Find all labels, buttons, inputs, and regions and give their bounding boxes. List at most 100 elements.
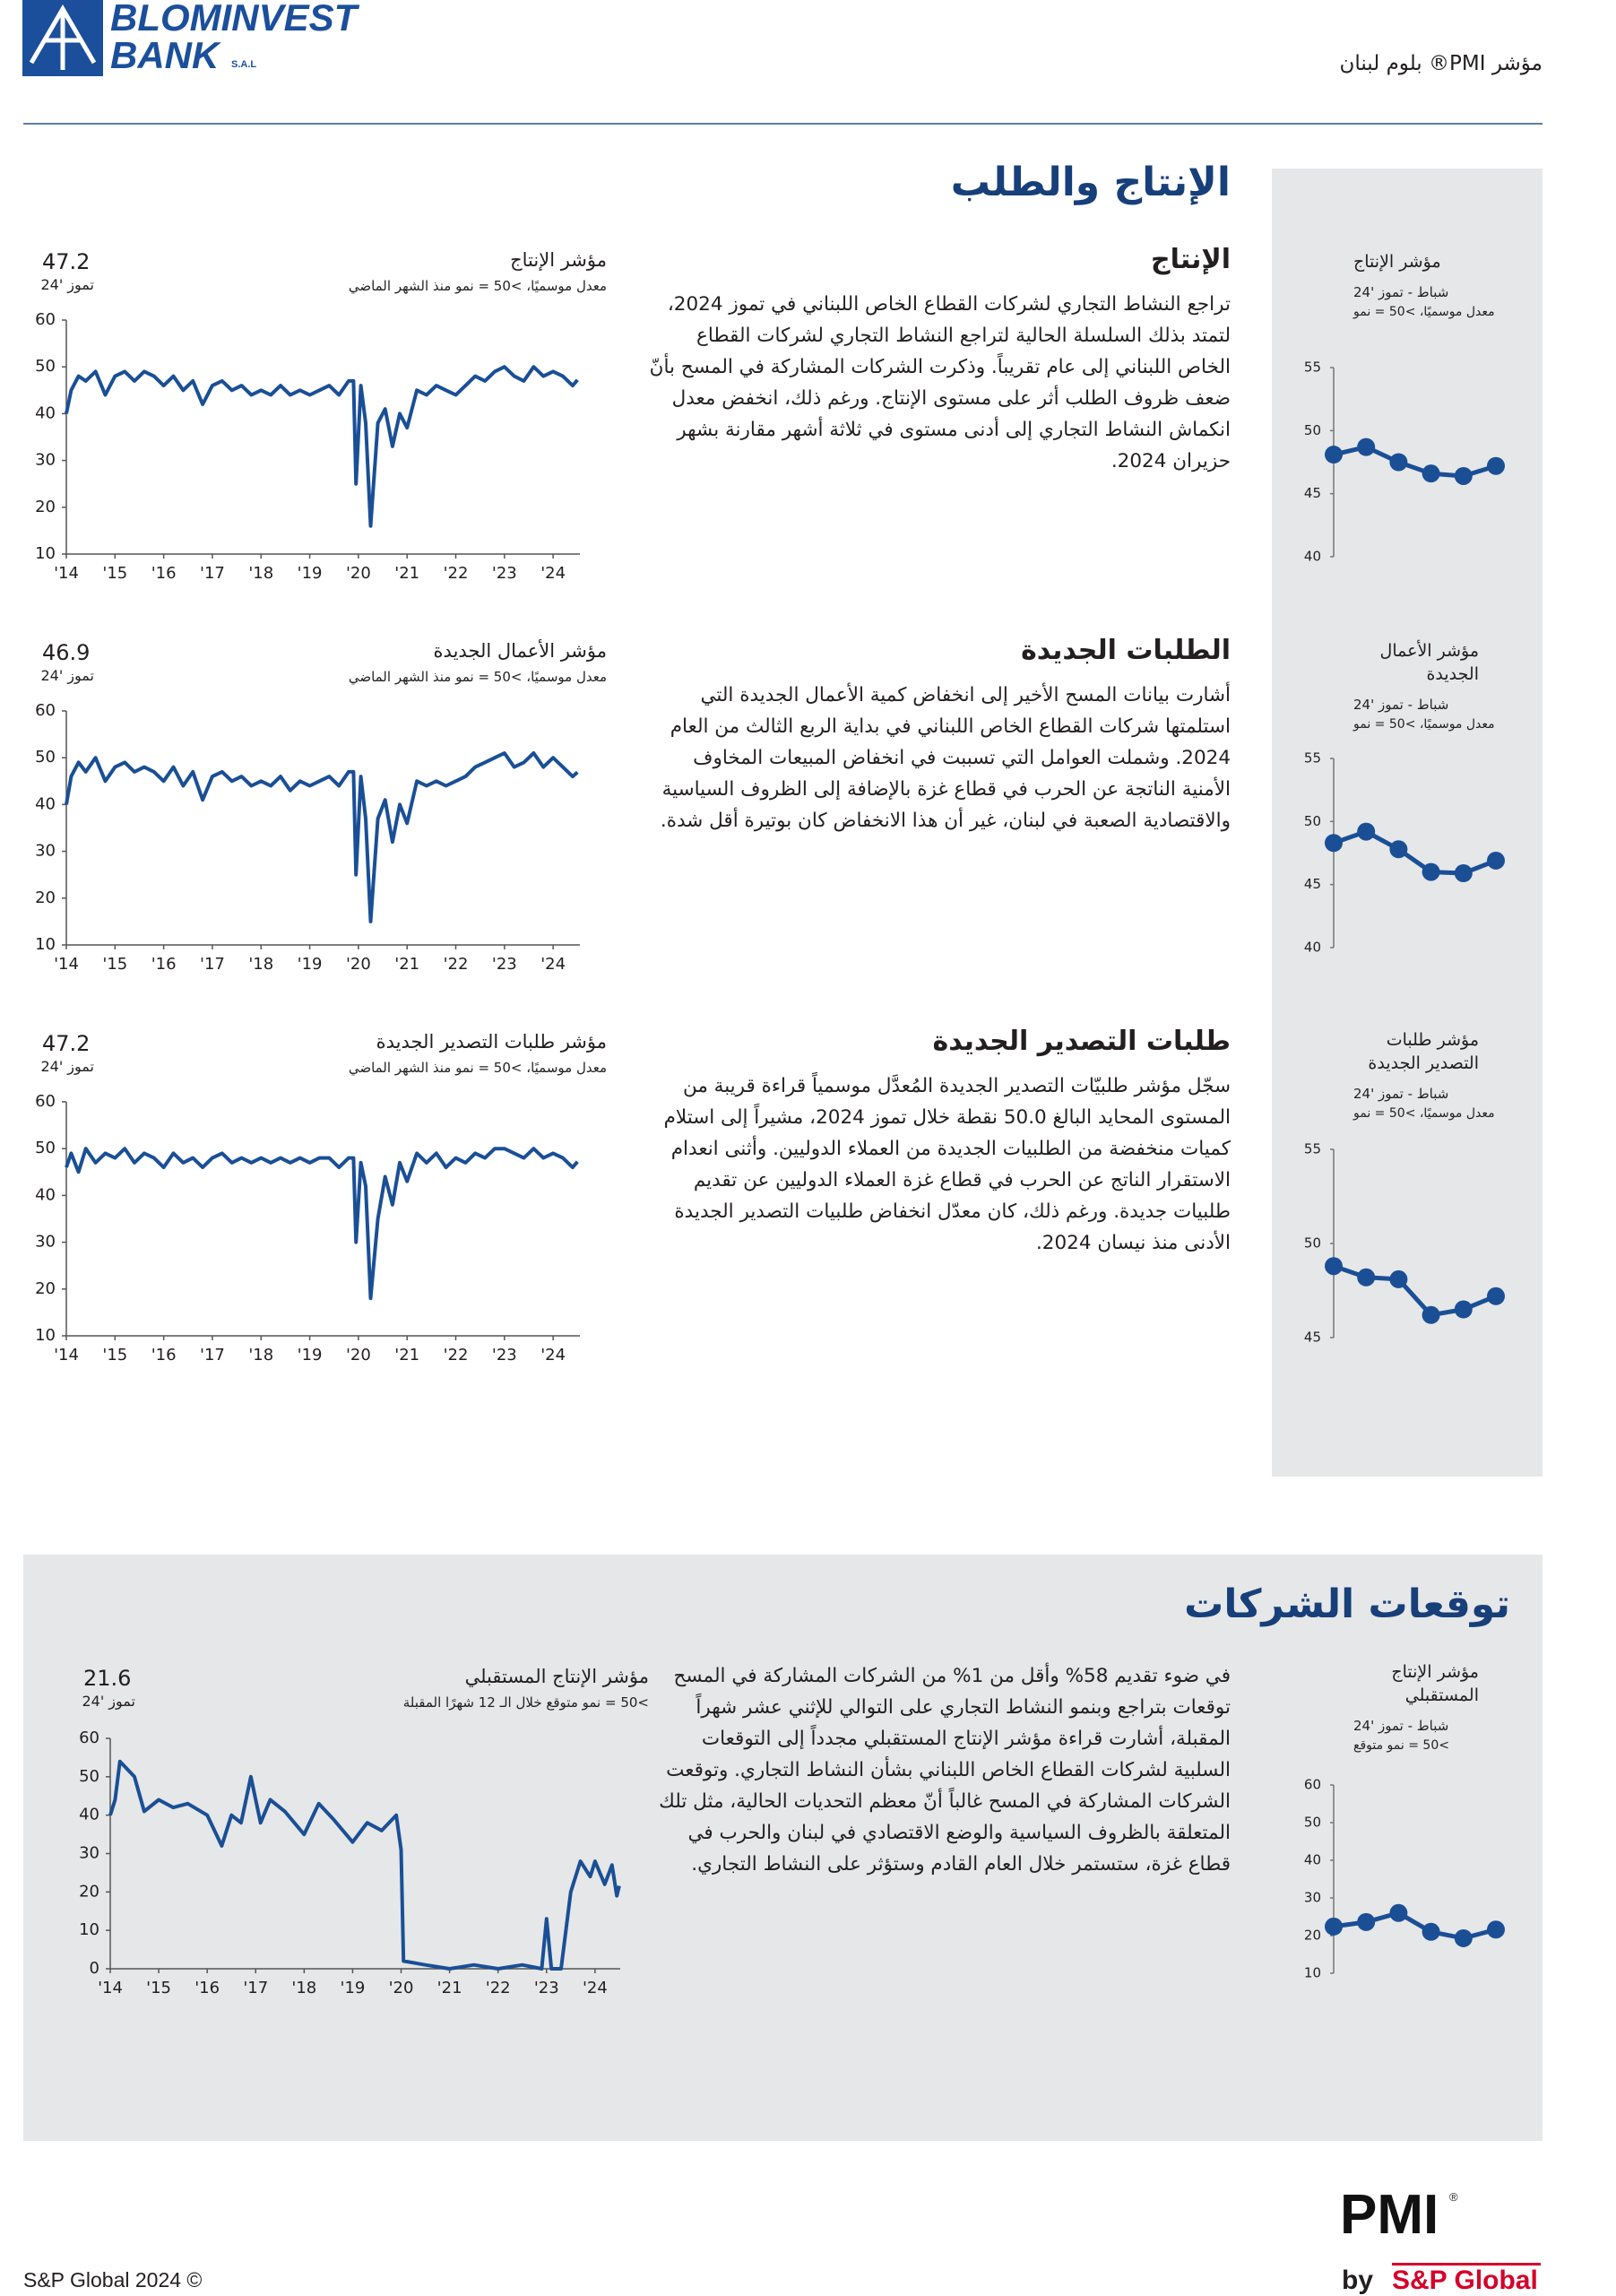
y-tick-label: 30 [1304, 1890, 1321, 1906]
x-tick-label: '17 [200, 1346, 225, 1365]
x-tick-label: '17 [200, 955, 225, 974]
outlook-panel [23, 1555, 1543, 2141]
y-tick-label: 20 [35, 498, 56, 516]
x-tick-label: '14 [54, 1346, 79, 1365]
mini-period: شباط - تموز '24 [1353, 1718, 1449, 1734]
mini-subtitle: معدل موسميًا، >50 = نمو [1353, 305, 1495, 319]
point [1357, 1912, 1376, 1931]
x-tick-label: '15 [102, 955, 127, 974]
x-tick-label: '14 [54, 955, 79, 974]
x-tick-label: '14 [98, 1979, 123, 1997]
y-tick-label: 50 [35, 1139, 56, 1157]
y-tick-label: 10 [35, 935, 56, 954]
panel-heading: طلبات التصدير الجديدة [932, 1026, 1231, 1057]
x-tick-label: '24 [540, 564, 566, 583]
y-tick-label: 50 [1304, 1235, 1321, 1252]
y-tick-label: 55 [1304, 750, 1321, 767]
chart-title: مؤشر الأعمال الجديدة [433, 640, 607, 662]
x-tick-label: '23 [492, 564, 517, 583]
x-tick-label: '23 [492, 955, 517, 974]
y-tick-label: 10 [1304, 1965, 1321, 1981]
headline-period: تموز '24 [40, 667, 94, 684]
panel-text: تراجع النشاط التجاري لشركات القطاع الخاص… [649, 293, 1231, 472]
y-tick-label: 50 [35, 748, 56, 767]
point [1357, 822, 1376, 841]
x-tick-label: '23 [534, 1979, 559, 1997]
y-tick-label: 20 [35, 1279, 56, 1298]
chart-title: مؤشر الإنتاج المستقبلي [464, 1666, 649, 1687]
chart-subtitle: معدل موسميًا، >50 = نمو منذ الشهر الماضي [348, 278, 607, 294]
mini-period: شباط - تموز '24 [1353, 1086, 1449, 1102]
x-tick-label: '22 [444, 1346, 469, 1365]
panel-text: في ضوء تقديم 58% وأقل من 1% من الشركات ا… [659, 1665, 1231, 1876]
side-panel [1272, 169, 1543, 1477]
series-line [108, 1759, 621, 1971]
x-tick-label: '22 [444, 564, 469, 583]
point [1389, 1269, 1408, 1288]
point [1454, 1928, 1473, 1947]
x-tick-label: '21 [394, 955, 419, 974]
x-tick-label: '19 [298, 955, 323, 974]
y-tick-label: 60 [35, 1092, 56, 1111]
x-tick-label: '17 [243, 1979, 268, 1997]
y-tick-label: 40 [35, 1185, 56, 1204]
y-tick-label: 60 [79, 1728, 99, 1747]
headline-value: 47.2 [42, 249, 91, 274]
point [1325, 446, 1343, 464]
y-tick-label: 45 [1304, 1330, 1321, 1346]
y-tick-label: 45 [1304, 876, 1321, 892]
y-tick-label: 40 [1304, 549, 1321, 565]
mini-title: مؤشر الإنتاج [1353, 252, 1441, 272]
x-tick-label: '20 [346, 564, 371, 583]
x-tick-label: '14 [54, 564, 79, 583]
x-tick-label: '18 [248, 1346, 273, 1365]
y-tick-label: 30 [79, 1844, 99, 1863]
mini-labels: مؤشر طلبات التصدير الجديدة شباط - تموز '2… [1353, 1028, 1510, 1123]
x-tick-label: '20 [389, 1979, 414, 1997]
x-tick-label: '20 [346, 955, 371, 974]
y-tick-label: 40 [1304, 940, 1321, 956]
series-line [65, 365, 579, 528]
y-tick-label: 50 [79, 1767, 99, 1786]
point [1454, 466, 1473, 485]
footer-copyright: S&P Global 2024 © [23, 2268, 203, 2292]
y-tick-label: 30 [35, 842, 56, 861]
point [1357, 438, 1376, 456]
y-tick-label: 40 [35, 794, 56, 813]
y-tick-label: 10 [35, 1326, 56, 1345]
logo-icon [22, 0, 103, 76]
chart-title: مؤشر الإنتاج [510, 249, 607, 271]
y-tick-label: 10 [35, 544, 56, 563]
y-tick-label: 0 [90, 1959, 99, 1978]
point [1325, 1257, 1343, 1276]
y-tick-label: 20 [35, 888, 56, 907]
y-tick-label: 30 [35, 1233, 56, 1252]
header-title: مؤشر PMI® بلوم لبنان [1339, 52, 1543, 75]
mini-subtitle: معدل موسميًا، >50 = نمو [1353, 1106, 1495, 1121]
point [1487, 1287, 1505, 1305]
logo-text: BLOMINVEST [110, 0, 358, 39]
point [1422, 862, 1440, 881]
section-title: توقعات الشركات [1184, 1581, 1510, 1627]
y-tick-label: 50 [1304, 422, 1321, 438]
mini-period: شباط - تموز '24 [1353, 284, 1449, 300]
point [1454, 864, 1473, 883]
x-tick-label: '24 [583, 1979, 608, 1997]
series-line [65, 751, 579, 923]
x-tick-label: '19 [341, 1979, 366, 1997]
series-line [1333, 445, 1497, 479]
point [1325, 834, 1343, 853]
chart-subtitle: >50 = نمو متوقع خلال الـ 12 شهرًا المقبل… [402, 1694, 649, 1711]
x-tick-label: '15 [146, 1979, 171, 1997]
series-line [1333, 829, 1497, 876]
section-title: الإنتاج والطلب [950, 160, 1231, 205]
x-tick-label: '15 [102, 1346, 127, 1365]
x-tick-label: '24 [540, 955, 566, 974]
mini-labels: مؤشر الإنتاج المستقبلي شباط - تموز '24 >50… [1353, 1660, 1510, 1755]
x-tick-label: '19 [298, 1346, 323, 1365]
x-tick-label: '24 [540, 1346, 566, 1365]
x-tick-label: '18 [248, 564, 273, 583]
y-tick-label: 60 [35, 701, 56, 720]
